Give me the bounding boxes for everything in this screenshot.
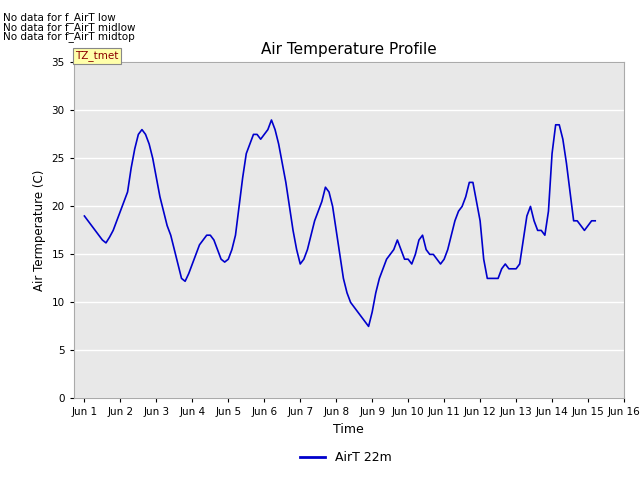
Y-axis label: Air Termperature (C): Air Termperature (C) <box>33 170 46 291</box>
Text: No data for f_AirT midlow: No data for f_AirT midlow <box>3 22 136 33</box>
Text: No data for f_AirT midtop: No data for f_AirT midtop <box>3 31 135 42</box>
X-axis label: Time: Time <box>333 423 364 436</box>
Legend: AirT 22m: AirT 22m <box>295 446 396 469</box>
Text: TZ_tmet: TZ_tmet <box>76 50 119 61</box>
Text: No data for f_AirT low: No data for f_AirT low <box>3 12 116 23</box>
Title: Air Temperature Profile: Air Temperature Profile <box>261 42 436 57</box>
